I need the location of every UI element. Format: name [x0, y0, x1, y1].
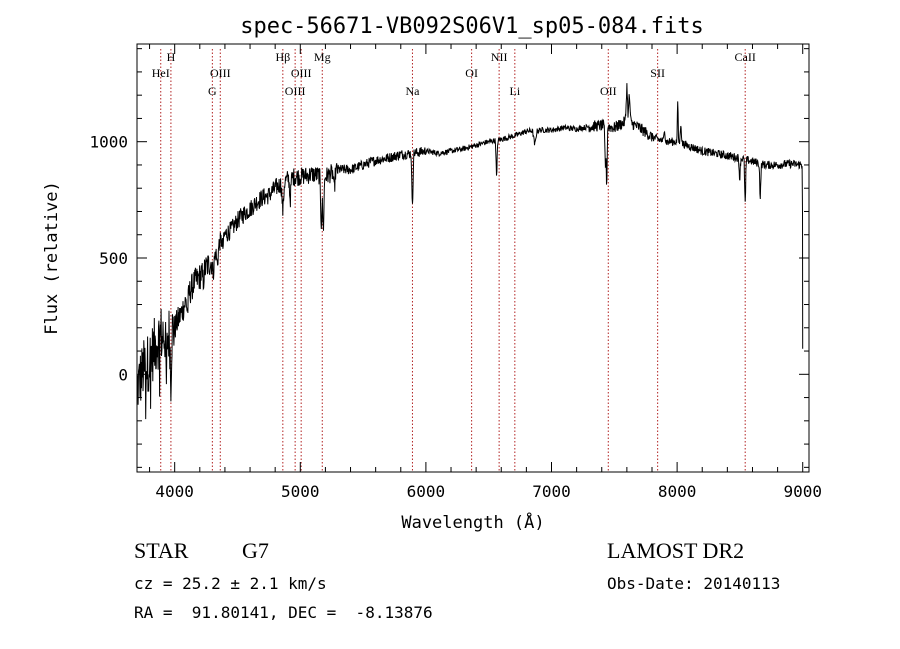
- x-tick-label: 7000: [532, 482, 571, 501]
- spectral-line-label: CaII: [735, 50, 756, 64]
- coordinates: RA = 91.80141, DEC = -8.13876: [134, 603, 433, 622]
- spectral-line-label: Na: [405, 84, 420, 98]
- spectral-line-markers: [160, 49, 746, 472]
- x-tick-label: 6000: [407, 482, 446, 501]
- spectral-line-label: Li: [509, 84, 520, 98]
- spectral-line-label: G: [208, 84, 217, 98]
- x-tick-label: 5000: [281, 482, 320, 501]
- spectrum-line: [136, 83, 804, 468]
- chart-title: spec-56671-VB092S06V1_sp05-084.fits: [240, 14, 704, 39]
- spectral-line-label: OIII: [285, 84, 306, 98]
- x-tick-label: 8000: [658, 482, 697, 501]
- spectral-line-label: Hβ: [275, 50, 290, 64]
- spectral-line-label: OIII: [291, 66, 312, 80]
- y-tick-label: 500: [99, 249, 128, 268]
- x-tick-label: 4000: [155, 482, 194, 501]
- axes: 4000 5000 6000 7000 8000 9000 0 500 1000: [89, 44, 822, 501]
- spectral-line-label: NII: [491, 50, 508, 64]
- spectral-line-label: OII: [600, 84, 617, 98]
- spectral-line-label: SII: [650, 66, 665, 80]
- survey-name: LAMOST DR2: [607, 538, 745, 563]
- spectral-line-label: HeI: [152, 66, 170, 80]
- y-tick-label: 1000: [89, 133, 128, 152]
- redshift-velocity: cz = 25.2 ± 2.1 km/s: [134, 574, 327, 593]
- observation-date: Obs-Date: 20140113: [607, 574, 781, 593]
- x-tick-label: 9000: [783, 482, 822, 501]
- plot-frame: [136, 43, 810, 473]
- spectral-line-label: OIII: [210, 66, 231, 80]
- spectral-line-label: Mg: [314, 50, 331, 64]
- spectral-line-label: OI: [465, 66, 478, 80]
- object-subclass: G7: [242, 538, 269, 563]
- y-tick-label: 0: [118, 365, 128, 384]
- spectral-line-label: H: [167, 50, 176, 64]
- object-class: STAR: [134, 538, 189, 563]
- y-axis-label: Flux (relative): [42, 181, 62, 335]
- x-axis-label: Wavelength (Å): [401, 511, 544, 533]
